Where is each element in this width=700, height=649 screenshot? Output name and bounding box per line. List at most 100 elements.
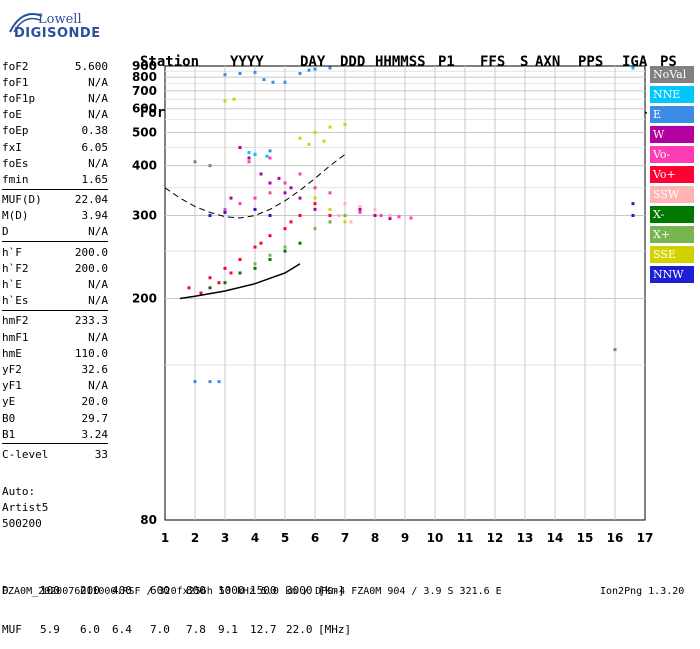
data-point (313, 67, 317, 71)
data-point (283, 227, 287, 231)
data-point (283, 245, 287, 249)
data-point (259, 241, 263, 245)
data-point (232, 97, 236, 101)
param-row: h`E N/A (2, 276, 108, 292)
legend-entry: SSW (650, 186, 694, 203)
param-value: 22.04 (74, 193, 108, 207)
x-tick-label: 14 (547, 531, 564, 545)
data-point (268, 156, 272, 160)
param-row: B1 3.24 (2, 426, 108, 442)
data-point (289, 220, 293, 224)
data-point (358, 210, 362, 214)
distance-value: 400 (112, 584, 132, 597)
param-value: 32.6 (81, 362, 109, 376)
auto-line1: Auto: (2, 485, 36, 498)
param-name: fmin (2, 172, 29, 186)
data-point (631, 213, 635, 217)
param-row: foF1p N/A (2, 90, 108, 106)
data-point (277, 176, 281, 180)
data-point (307, 68, 311, 72)
data-point (283, 181, 287, 185)
param-name: B0 (2, 411, 16, 425)
data-point (217, 380, 221, 384)
data-point (328, 66, 332, 70)
distance-muf-table: D 100 200 400 600 800 1000 1500 3000 [km] MUF 5.9 6… (2, 558, 351, 649)
x-tick-label: 1 (161, 531, 169, 545)
data-point (217, 281, 221, 285)
data-point (268, 213, 272, 217)
profile-trace-solid (179, 263, 301, 300)
distance-value: [km] (318, 584, 345, 597)
version-label: Ion2Png 1.3.20 (600, 586, 685, 597)
data-point (253, 196, 257, 200)
param-row: yF1 N/A (2, 378, 108, 394)
data-point (223, 73, 227, 77)
data-point (343, 213, 347, 217)
muf-value: 12.7 (250, 623, 277, 636)
data-point (238, 146, 242, 150)
param-separator (2, 188, 108, 190)
data-point (283, 191, 287, 195)
param-value: 20.0 (81, 395, 109, 409)
x-tick-label: 8 (371, 531, 379, 545)
data-point (268, 191, 272, 195)
data-point (265, 154, 269, 158)
data-point (208, 164, 212, 168)
data-point (223, 210, 227, 214)
data-point (613, 348, 617, 352)
distance-value: 800 (186, 584, 206, 597)
param-row: hmF1 N/A (2, 329, 108, 345)
data-point (223, 266, 227, 270)
param-name: B1 (2, 427, 16, 441)
distance-row: D 100 200 400 600 800 1000 1500 3000 [km] (2, 584, 345, 597)
param-value: 0.38 (81, 124, 109, 138)
data-point (328, 191, 332, 195)
param-name: h`E (2, 278, 22, 292)
auto-line3: 500200 (2, 517, 42, 530)
y-tick-label: 400 (132, 159, 157, 173)
data-point (208, 380, 212, 384)
param-name: h`F2 (2, 261, 29, 275)
param-value: 5.600 (74, 59, 108, 73)
param-row: foE N/A (2, 107, 108, 123)
data-point (343, 123, 347, 127)
param-value: 200.0 (74, 245, 108, 259)
param-name: hmE (2, 346, 22, 360)
y-tick-label: 300 (132, 208, 157, 222)
x-tick-label: 12 (487, 531, 504, 545)
y-tick-label: 700 (132, 84, 157, 98)
header-label-7: S (520, 54, 529, 70)
data-point (373, 213, 377, 217)
y-tick-label: 800 (132, 70, 157, 84)
data-point (337, 213, 341, 217)
y-tick-label: 80 (140, 513, 157, 527)
data-point (268, 149, 272, 153)
param-name: h`F (2, 245, 22, 259)
param-row: h`F 200.0 (2, 244, 108, 260)
param-row: h`Es N/A (2, 293, 108, 309)
profile-trace-dashed (164, 154, 346, 219)
data-point (229, 271, 233, 275)
x-tick-label: 11 (457, 531, 474, 545)
param-value: N/A (88, 75, 108, 89)
muf-value: 6.0 (80, 623, 100, 636)
param-name: yF1 (2, 379, 22, 393)
data-point (238, 257, 242, 261)
y-tick-label: 900 (132, 59, 157, 73)
data-point (208, 286, 212, 290)
data-point (253, 245, 257, 249)
data-point (253, 70, 257, 74)
param-row: foF1 N/A (2, 74, 108, 90)
param-row: MUF(D) 22.04 (2, 192, 108, 208)
param-value: N/A (88, 225, 108, 239)
data-point (298, 172, 302, 176)
muf-value: 9.1 (218, 623, 238, 636)
x-tick-label: 17 (637, 531, 654, 545)
param-separator (2, 443, 108, 445)
logo-line1: Lowell (38, 12, 82, 27)
data-point (253, 262, 257, 266)
param-row: foF2 5.600 (2, 58, 108, 74)
data-point (313, 196, 317, 200)
legend-entry: NNW (650, 266, 694, 283)
param-name: hmF2 (2, 314, 29, 328)
